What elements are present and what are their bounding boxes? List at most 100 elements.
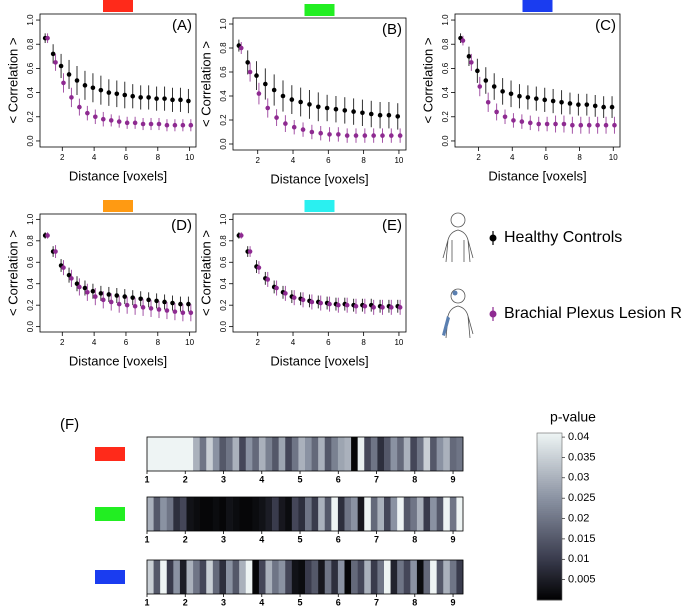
data-point bbox=[122, 294, 128, 299]
y-tick-label: 0.2 bbox=[219, 299, 228, 311]
heat-cell bbox=[384, 437, 391, 471]
x-tick-label: 4 bbox=[259, 534, 264, 544]
y-axis-label: < Correlation > bbox=[420, 38, 435, 124]
heat-cell bbox=[245, 560, 253, 594]
heat-cell bbox=[291, 497, 299, 531]
heat-cell bbox=[179, 497, 187, 531]
data-point bbox=[106, 292, 112, 297]
data-point bbox=[485, 99, 491, 105]
heat-cell bbox=[416, 437, 424, 471]
heat-cell bbox=[272, 437, 279, 471]
y-tick-label: 1.0 bbox=[219, 18, 228, 30]
colorbar-step bbox=[537, 466, 562, 470]
data-point bbox=[146, 297, 151, 303]
colorbar-step bbox=[537, 472, 562, 476]
heat-cell bbox=[212, 437, 220, 471]
data-point bbox=[586, 122, 592, 128]
plot-frame bbox=[39, 13, 197, 148]
data-point bbox=[85, 290, 90, 295]
colorbar-step bbox=[537, 544, 562, 547]
colorbar-step bbox=[537, 434, 562, 438]
x-tick-label: 6 bbox=[124, 153, 129, 162]
heat-cell bbox=[193, 437, 200, 471]
data-point bbox=[130, 93, 136, 99]
colorbar-step bbox=[537, 508, 562, 511]
heat-cell bbox=[153, 437, 161, 471]
heat-cell bbox=[285, 437, 293, 471]
heat-cell bbox=[239, 497, 247, 531]
heat-cell bbox=[305, 497, 312, 531]
data-point bbox=[90, 288, 96, 294]
data-point bbox=[475, 68, 480, 74]
x-tick-label: 8 bbox=[412, 474, 417, 484]
plot-frame bbox=[454, 13, 621, 148]
x-tick-label: 1 bbox=[144, 534, 149, 544]
data-point bbox=[265, 277, 271, 282]
y-tick-label: 1.0 bbox=[441, 14, 450, 26]
heat-cell bbox=[403, 560, 411, 594]
colorbar-step bbox=[537, 450, 562, 454]
colorbar-step bbox=[537, 526, 562, 529]
data-point bbox=[116, 301, 122, 307]
heat-cell bbox=[226, 560, 233, 594]
heat-cell bbox=[403, 497, 411, 531]
y-tick-label: 0.0 bbox=[441, 135, 450, 147]
heat-cell bbox=[311, 497, 319, 531]
colorbar-step bbox=[537, 442, 562, 446]
data-point bbox=[371, 305, 376, 310]
data-point bbox=[342, 108, 348, 113]
colorbar-step bbox=[537, 564, 562, 567]
x-tick-label: 10 bbox=[394, 156, 403, 165]
colorbar-step bbox=[537, 454, 562, 458]
data-point bbox=[93, 114, 98, 120]
y-tick-label: 0.2 bbox=[26, 299, 35, 311]
x-tick-label: 10 bbox=[185, 338, 194, 347]
heat-cell bbox=[285, 560, 293, 594]
heat-cell bbox=[166, 437, 174, 471]
x-tick-label: 8 bbox=[361, 156, 366, 165]
colorbar-step bbox=[537, 536, 562, 539]
colorbar-step bbox=[537, 572, 562, 575]
colorbar-step bbox=[537, 436, 562, 440]
colorbar-tick-label: 0.01 bbox=[568, 553, 589, 565]
heat-cell bbox=[239, 437, 247, 471]
heat-cell bbox=[206, 437, 214, 471]
data-point bbox=[344, 302, 350, 308]
heat-cell bbox=[390, 560, 398, 594]
data-point bbox=[132, 120, 138, 126]
x-tick-label: 5 bbox=[298, 597, 303, 607]
data-point bbox=[98, 87, 104, 93]
heat-frame bbox=[146, 559, 464, 595]
y-tick-label: 0.2 bbox=[441, 111, 450, 123]
colorbar-step bbox=[537, 586, 562, 589]
heat-cell bbox=[232, 437, 240, 471]
data-point bbox=[247, 249, 253, 254]
data-point bbox=[508, 91, 514, 97]
heat-cell bbox=[410, 560, 418, 594]
heat-cell bbox=[337, 437, 345, 471]
heat-cell bbox=[311, 437, 319, 471]
data-point bbox=[74, 78, 80, 83]
y-tick-label: 0.8 bbox=[219, 235, 228, 247]
heat-cell bbox=[443, 497, 451, 531]
heat-cell bbox=[351, 560, 358, 594]
colorbar-step bbox=[537, 556, 562, 559]
y-axis-label: < Correlation > bbox=[198, 41, 213, 127]
heat-cell bbox=[370, 560, 378, 594]
data-point bbox=[559, 99, 564, 105]
data-point bbox=[500, 89, 505, 94]
data-point bbox=[283, 291, 288, 296]
colorbar-step bbox=[537, 470, 562, 474]
row-color-tag bbox=[95, 507, 125, 521]
x-tick-label: 1 bbox=[144, 474, 149, 484]
colorbar-step bbox=[537, 504, 562, 507]
colorbar-step bbox=[537, 570, 562, 573]
data-point bbox=[601, 104, 606, 110]
x-tick-label: 6 bbox=[326, 338, 331, 347]
colorbar-step bbox=[537, 560, 562, 563]
heat-cell bbox=[449, 497, 457, 531]
y-axis-label: < Correlation > bbox=[5, 230, 20, 316]
heat-cell bbox=[351, 437, 358, 471]
x-tick-label: 4 bbox=[510, 153, 515, 162]
